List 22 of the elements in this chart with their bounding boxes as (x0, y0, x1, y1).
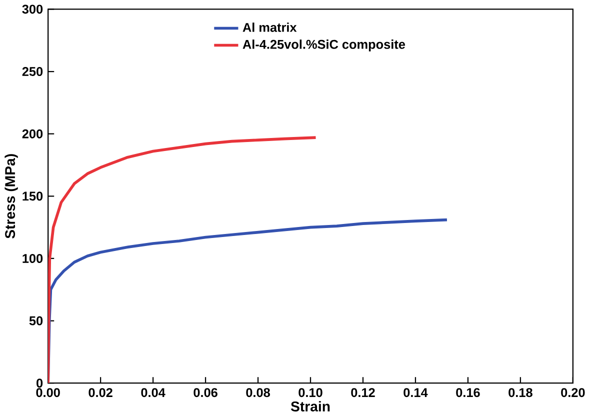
y-tick-label: 300 (22, 4, 43, 14)
x-tick-label: 0.20 (561, 388, 585, 397)
x-tick-label: 0.06 (194, 388, 218, 397)
y-axis-title: Stress (MPa) (4, 154, 18, 238)
y-tick-label: 100 (22, 254, 43, 263)
x-axis-title: Strain (290, 401, 330, 412)
x-tick-label: 0.04 (141, 388, 166, 397)
y-tick-label: 50 (29, 316, 43, 326)
legend-label: Al matrix (242, 22, 297, 32)
y-tick-label: 0 (36, 378, 43, 388)
x-tick-label: 0.16 (456, 388, 480, 397)
x-tick-label: 0.02 (88, 388, 112, 397)
x-tick-label: 0.18 (508, 388, 532, 397)
legend-label: Al-4.25vol.%SiC composite (242, 39, 406, 52)
x-tick-label: 0.12 (351, 388, 375, 397)
x-tick-label: 0.10 (298, 388, 322, 397)
y-tick-label: 200 (22, 129, 43, 138)
x-tick-label: 0.14 (404, 388, 428, 397)
y-tick-label: 250 (22, 66, 43, 76)
x-tick-label: 0.08 (246, 388, 270, 397)
x-tick-label: 0.00 (36, 388, 60, 397)
y-tick-label: 150 (22, 192, 43, 201)
